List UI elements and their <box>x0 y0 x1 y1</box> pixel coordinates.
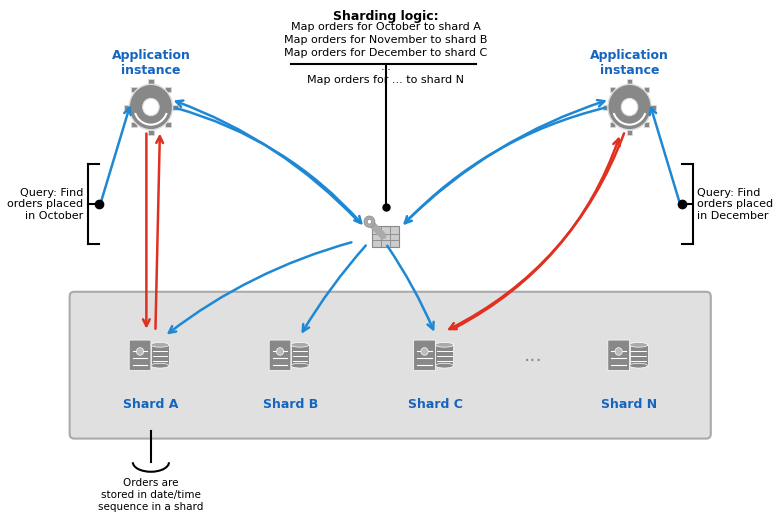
Text: Map orders for November to shard B: Map orders for November to shard B <box>284 35 488 45</box>
FancyBboxPatch shape <box>651 105 656 110</box>
FancyArrowPatch shape <box>176 101 359 223</box>
Circle shape <box>129 84 173 130</box>
Text: ...: ... <box>523 346 542 365</box>
Text: Shard N: Shard N <box>601 398 657 411</box>
Bar <box>435 345 453 366</box>
FancyBboxPatch shape <box>372 226 399 247</box>
FancyBboxPatch shape <box>129 340 151 370</box>
Bar <box>151 345 169 366</box>
Ellipse shape <box>291 363 309 368</box>
Circle shape <box>136 348 143 355</box>
Circle shape <box>367 219 372 224</box>
Circle shape <box>622 98 638 116</box>
Circle shape <box>421 348 428 355</box>
FancyBboxPatch shape <box>643 87 649 92</box>
FancyBboxPatch shape <box>165 123 171 127</box>
Ellipse shape <box>629 343 647 347</box>
Text: Application
instance: Application instance <box>590 49 669 77</box>
FancyBboxPatch shape <box>124 105 129 110</box>
FancyArrowPatch shape <box>156 136 163 329</box>
FancyBboxPatch shape <box>148 80 153 84</box>
FancyBboxPatch shape <box>610 87 615 92</box>
FancyArrowPatch shape <box>405 108 605 223</box>
Circle shape <box>615 348 622 355</box>
Text: Shard C: Shard C <box>408 398 463 411</box>
FancyBboxPatch shape <box>643 123 649 127</box>
Circle shape <box>277 348 284 355</box>
FancyArrowPatch shape <box>650 108 679 202</box>
FancyArrowPatch shape <box>169 242 351 333</box>
Text: Sharding logic:: Sharding logic: <box>333 10 439 24</box>
Text: Application
instance: Application instance <box>111 49 190 77</box>
FancyArrowPatch shape <box>303 246 366 331</box>
Bar <box>629 345 647 366</box>
FancyBboxPatch shape <box>414 340 435 370</box>
Text: Map orders for October to shard A: Map orders for October to shard A <box>291 22 481 32</box>
Circle shape <box>364 216 375 227</box>
Text: Map orders for December to shard C: Map orders for December to shard C <box>284 48 488 58</box>
Text: Query: Find
orders placed
in October: Query: Find orders placed in October <box>7 188 83 221</box>
Text: Shard A: Shard A <box>123 398 178 411</box>
Ellipse shape <box>291 343 309 347</box>
Text: ...: ... <box>380 62 391 72</box>
FancyArrowPatch shape <box>101 108 131 202</box>
FancyBboxPatch shape <box>627 80 633 84</box>
FancyBboxPatch shape <box>69 292 710 439</box>
Text: Orders are
stored in date/time
sequence in a shard: Orders are stored in date/time sequence … <box>98 479 203 511</box>
Circle shape <box>608 84 651 130</box>
FancyBboxPatch shape <box>148 130 153 135</box>
FancyBboxPatch shape <box>610 123 615 127</box>
FancyArrowPatch shape <box>143 133 150 326</box>
Ellipse shape <box>435 343 453 347</box>
Circle shape <box>143 98 159 116</box>
FancyArrowPatch shape <box>449 133 624 329</box>
Ellipse shape <box>435 363 453 368</box>
Text: Shard B: Shard B <box>263 398 319 411</box>
Ellipse shape <box>151 343 169 347</box>
Text: Query: Find
orders placed
in December: Query: Find orders placed in December <box>697 188 774 221</box>
FancyBboxPatch shape <box>172 105 178 110</box>
FancyArrowPatch shape <box>405 100 605 223</box>
FancyArrowPatch shape <box>387 246 434 329</box>
FancyBboxPatch shape <box>608 340 629 370</box>
FancyArrowPatch shape <box>175 108 361 223</box>
FancyBboxPatch shape <box>131 87 136 92</box>
FancyBboxPatch shape <box>165 87 171 92</box>
Bar <box>291 345 309 366</box>
Text: Map orders for ... to shard N: Map orders for ... to shard N <box>307 75 464 85</box>
Ellipse shape <box>629 363 647 368</box>
Ellipse shape <box>151 363 169 368</box>
FancyBboxPatch shape <box>270 340 291 370</box>
FancyBboxPatch shape <box>131 123 136 127</box>
FancyArrowPatch shape <box>456 139 619 327</box>
FancyBboxPatch shape <box>627 130 633 135</box>
FancyBboxPatch shape <box>603 105 608 110</box>
